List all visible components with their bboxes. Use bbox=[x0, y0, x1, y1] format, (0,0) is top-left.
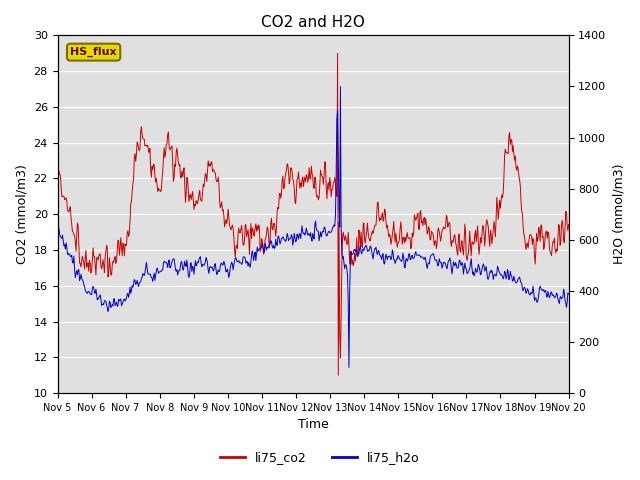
li75_h2o bbox=[168, 261, 175, 267]
li75_co2 bbox=[376, 215, 384, 221]
li75_co2 bbox=[195, 197, 202, 203]
li75_co2 bbox=[564, 222, 572, 228]
li75_co2 bbox=[335, 372, 342, 378]
li75_h2o bbox=[116, 298, 124, 304]
Line: li75_h2o: li75_h2o bbox=[58, 86, 568, 368]
li75_h2o bbox=[63, 244, 70, 250]
li75_co2 bbox=[391, 240, 399, 245]
li75_h2o bbox=[564, 291, 572, 297]
li75_co2 bbox=[168, 144, 175, 150]
Line: li75_co2: li75_co2 bbox=[58, 53, 568, 375]
li75_h2o bbox=[195, 260, 202, 265]
li75_h2o bbox=[376, 252, 384, 258]
Legend: li75_co2, li75_h2o: li75_co2, li75_h2o bbox=[215, 446, 425, 469]
Y-axis label: CO2 (mmol/m3): CO2 (mmol/m3) bbox=[15, 164, 28, 264]
li75_h2o bbox=[391, 261, 399, 266]
li75_co2 bbox=[63, 198, 70, 204]
li75_h2o bbox=[345, 365, 353, 371]
Text: HS_flux: HS_flux bbox=[70, 47, 117, 57]
Title: CO2 and H2O: CO2 and H2O bbox=[261, 15, 365, 30]
li75_h2o bbox=[54, 307, 61, 312]
li75_h2o bbox=[337, 84, 344, 89]
li75_co2 bbox=[54, 372, 61, 378]
li75_co2 bbox=[333, 50, 341, 56]
X-axis label: Time: Time bbox=[298, 419, 328, 432]
Y-axis label: H2O (mmol/m3): H2O (mmol/m3) bbox=[612, 164, 625, 264]
li75_co2 bbox=[116, 252, 124, 258]
